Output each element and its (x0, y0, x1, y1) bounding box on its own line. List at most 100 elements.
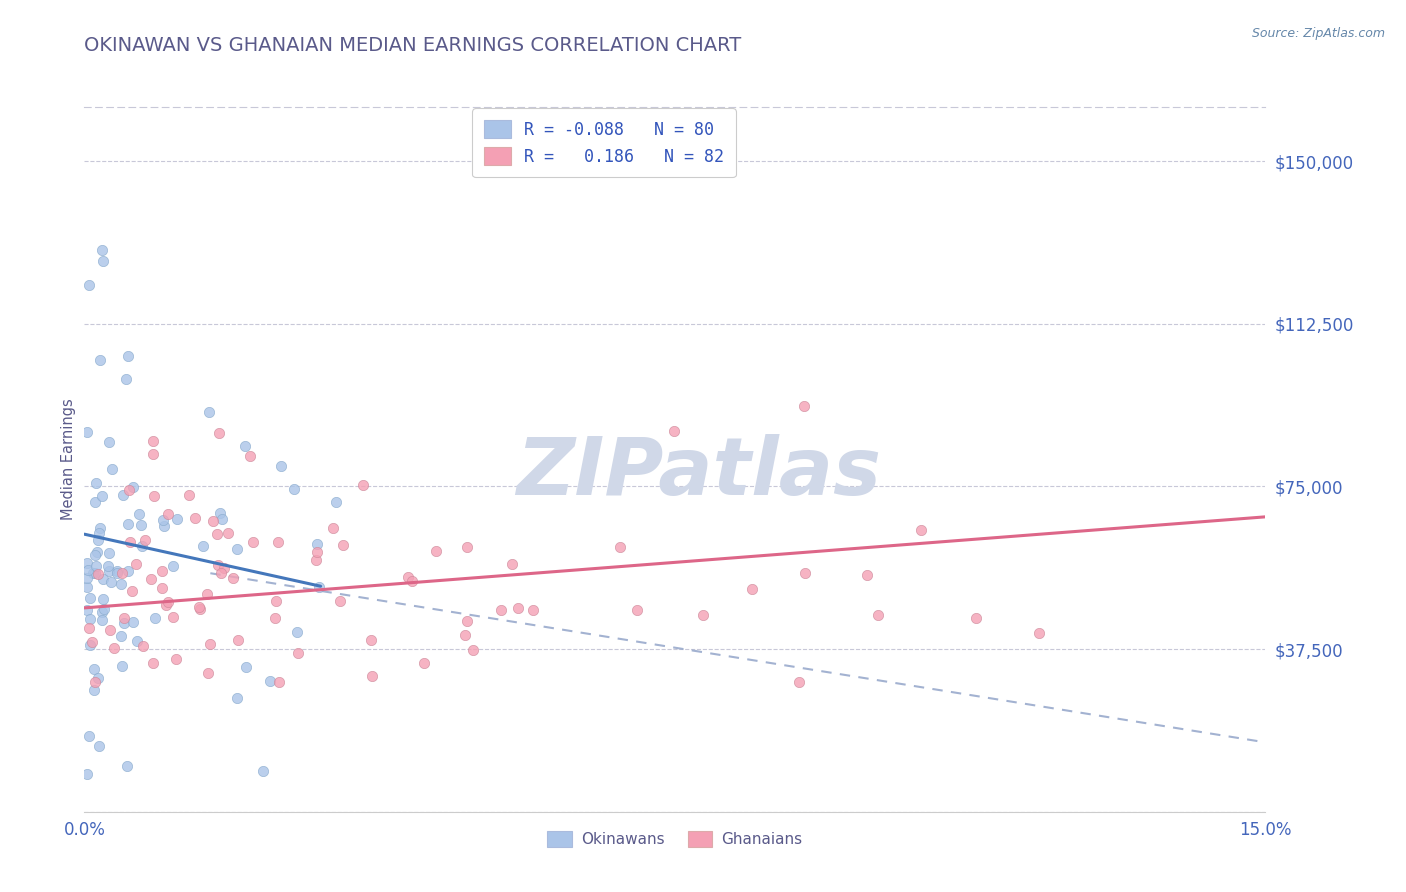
Point (609, 540, 631, 554)
Text: Source: ZipAtlas.com: Source: ZipAtlas.com (1251, 27, 1385, 40)
Point (361, 668, 384, 682)
Point (82, 566, 104, 581)
Point (165, 652, 187, 666)
Point (328, 594, 350, 608)
Point (76, 602, 98, 616)
Point (84, 495, 107, 509)
Point (866, 608, 889, 623)
Point (131, 539, 153, 553)
Point (269, 674, 291, 689)
Point (287, 625, 309, 640)
Y-axis label: Median Earnings: Median Earnings (60, 399, 76, 520)
Point (152, 518, 174, 533)
Point (157, 507, 180, 521)
Point (76, 571, 98, 585)
Point (162, 559, 184, 574)
Point (86, 545, 108, 559)
Point (98, 546, 121, 560)
Point (87, 525, 110, 540)
Point (1028, 626, 1050, 640)
Point (332, 538, 354, 552)
Point (155, 598, 177, 612)
Point (122, 480, 145, 494)
Point (226, 633, 249, 648)
Point (263, 611, 285, 625)
Point (308, 581, 330, 595)
Point (131, 639, 153, 653)
Point (209, 506, 232, 520)
Point (177, 488, 200, 502)
Point (212, 560, 235, 574)
Point (270, 458, 292, 473)
Point (131, 518, 153, 533)
Point (77, 563, 100, 577)
Point (287, 646, 309, 660)
Point (90, 605, 112, 619)
Point (83, 683, 105, 698)
Point (226, 691, 249, 706)
Point (150, 565, 173, 579)
Point (117, 516, 139, 531)
Point (235, 660, 257, 674)
Point (211, 512, 233, 526)
Point (117, 758, 139, 772)
Point (134, 533, 156, 547)
Point (118, 483, 141, 498)
Point (508, 601, 530, 615)
Point (128, 507, 150, 521)
Point (93, 602, 115, 616)
Point (84, 558, 107, 573)
Point (87, 533, 110, 547)
Text: OKINAWAN VS GHANAIAN MEDIAN EARNINGS CORRELATION CHART: OKINAWAN VS GHANAIAN MEDIAN EARNINGS COR… (84, 36, 741, 54)
Point (84, 566, 107, 581)
Point (143, 611, 166, 625)
Point (183, 511, 205, 525)
Point (325, 495, 347, 509)
Point (910, 523, 932, 537)
Point (101, 461, 124, 475)
Point (142, 489, 165, 503)
Point (91, 254, 114, 268)
Point (166, 512, 188, 526)
Point (626, 603, 648, 617)
Point (111, 488, 134, 502)
Point (233, 439, 256, 453)
Point (89, 521, 111, 535)
Point (162, 610, 184, 624)
Point (142, 657, 165, 671)
Point (77, 278, 100, 293)
Point (91, 489, 114, 503)
Point (100, 624, 122, 638)
Point (242, 534, 264, 549)
Point (97, 564, 120, 578)
Point (91, 572, 114, 586)
Point (193, 539, 215, 553)
Point (201, 514, 224, 528)
Point (141, 572, 163, 586)
Point (360, 632, 382, 647)
Point (152, 513, 174, 527)
Point (965, 611, 987, 625)
Point (90, 243, 112, 257)
Point (425, 544, 447, 558)
Point (118, 535, 141, 549)
Point (110, 576, 132, 591)
Point (91, 591, 114, 606)
Point (794, 566, 817, 581)
Point (114, 372, 136, 386)
Point (307, 537, 329, 551)
Point (142, 434, 165, 449)
Point (787, 674, 810, 689)
Point (83, 674, 105, 689)
Point (157, 595, 180, 609)
Point (217, 525, 239, 540)
Point (77, 621, 100, 635)
Point (77, 729, 100, 743)
Point (83, 548, 105, 562)
Point (454, 628, 477, 642)
Point (205, 526, 228, 541)
Point (96, 559, 118, 574)
Point (456, 540, 478, 554)
Point (463, 643, 485, 657)
Point (195, 587, 218, 601)
